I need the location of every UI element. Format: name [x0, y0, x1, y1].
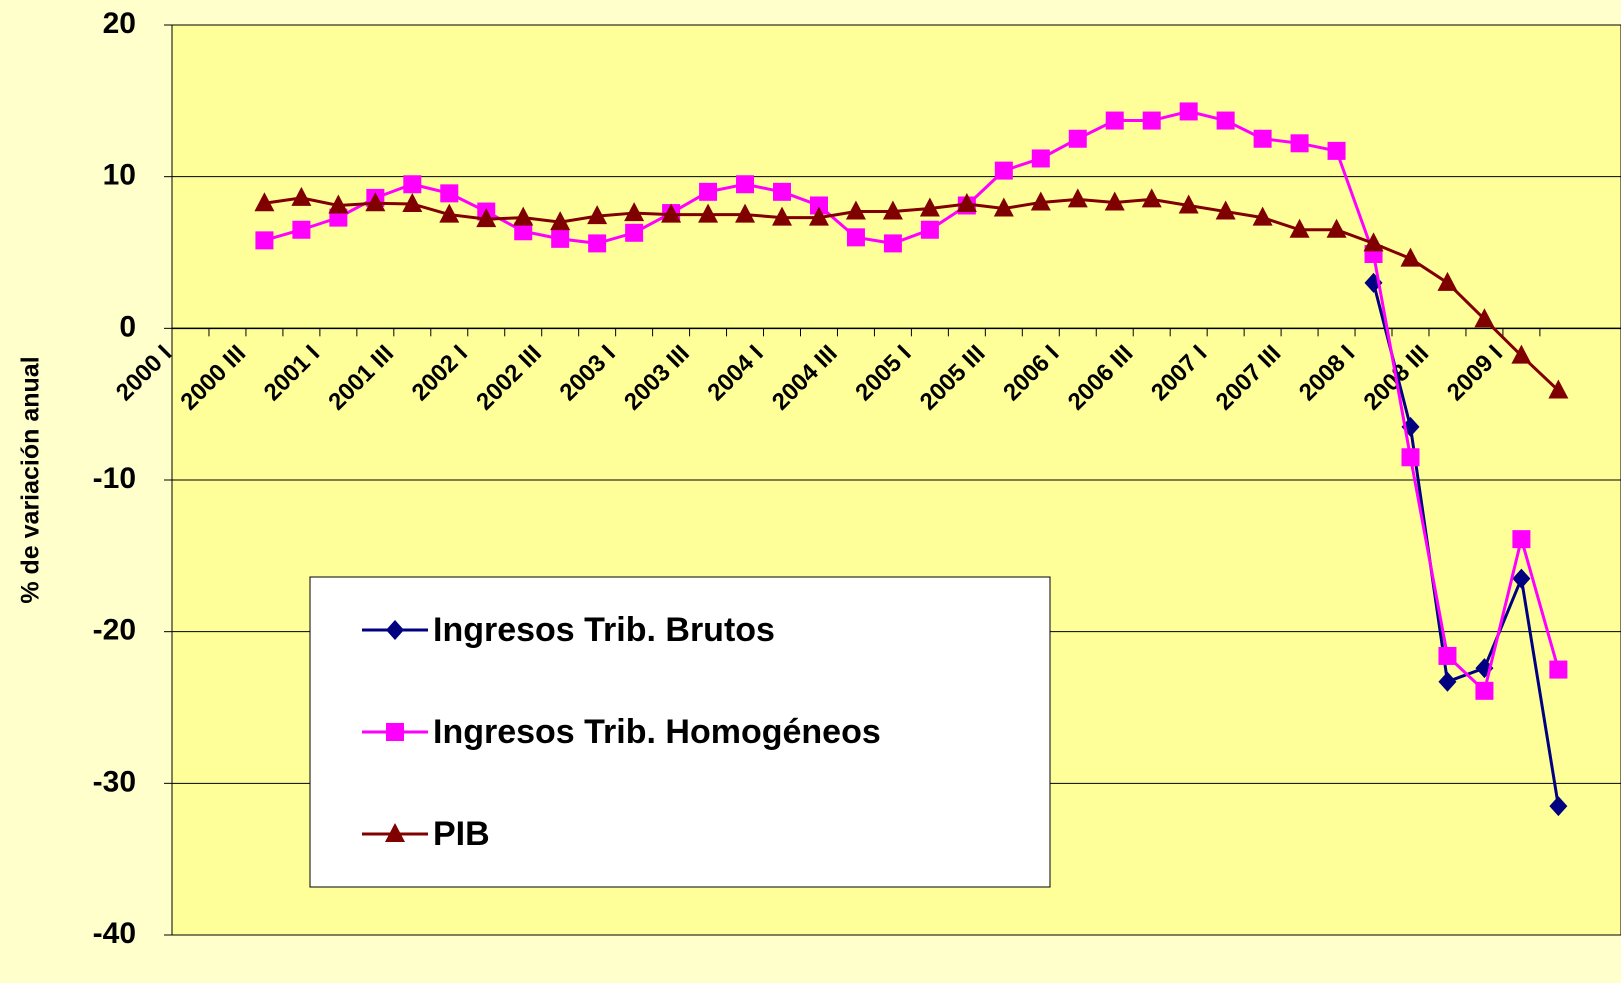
data-point — [994, 161, 1013, 180]
data-point — [1548, 379, 1569, 399]
data-point — [699, 182, 718, 201]
data-point — [956, 192, 977, 212]
data-point — [1215, 200, 1236, 220]
y-tick-label: 10 — [103, 159, 136, 192]
data-point — [1178, 194, 1199, 214]
y-tick-label: -40 — [93, 917, 136, 950]
legend-marker — [386, 723, 404, 741]
data-point — [550, 211, 571, 231]
data-point — [1068, 129, 1087, 148]
data-point — [1512, 568, 1531, 589]
data-point — [624, 202, 645, 222]
data-point — [1216, 111, 1235, 130]
data-point — [1438, 671, 1457, 692]
data-point — [772, 206, 793, 226]
data-point — [1326, 218, 1347, 238]
data-point — [588, 234, 607, 253]
legend-label: Ingresos Trib. Homogéneos — [433, 713, 881, 751]
data-point — [587, 205, 608, 225]
data-point — [735, 203, 756, 223]
data-point — [1363, 232, 1384, 252]
data-point — [1104, 191, 1125, 211]
data-point — [1401, 448, 1420, 467]
data-point — [514, 222, 533, 241]
legend — [309, 576, 1051, 888]
y-tick-label: 20 — [103, 7, 136, 40]
legend-label: PIB — [433, 815, 490, 853]
data-point — [882, 200, 903, 220]
data-point — [1141, 188, 1162, 208]
data-point — [698, 203, 719, 223]
data-point — [846, 228, 865, 247]
data-point — [661, 203, 682, 223]
data-point — [1475, 681, 1494, 700]
data-point — [625, 223, 644, 242]
data-point — [1067, 188, 1088, 208]
data-point — [365, 192, 386, 212]
data-point — [1549, 796, 1568, 817]
data-point — [513, 206, 534, 226]
data-point — [1289, 218, 1310, 238]
data-point — [1549, 660, 1568, 679]
data-point — [291, 186, 312, 206]
data-point — [809, 196, 828, 215]
legend-marker — [386, 620, 404, 640]
data-point — [1511, 344, 1532, 364]
data-point — [1030, 191, 1051, 211]
data-point — [883, 234, 902, 253]
data-point — [1327, 141, 1346, 160]
y-tick-label: 0 — [119, 310, 136, 343]
y-tick-label: -20 — [93, 614, 136, 647]
data-point — [919, 197, 940, 217]
data-point — [1252, 206, 1273, 226]
legend-marker — [385, 823, 405, 842]
data-point — [551, 229, 570, 248]
y-axis-label: % de variación anual — [17, 356, 45, 603]
data-point — [255, 231, 274, 250]
data-point — [402, 192, 423, 212]
data-point — [1142, 111, 1161, 130]
data-point — [1474, 308, 1495, 328]
data-point — [1512, 530, 1531, 549]
data-point — [808, 206, 829, 226]
y-tick-label: -30 — [93, 765, 136, 798]
data-point — [292, 220, 311, 239]
y-tick-label: -10 — [93, 462, 136, 495]
data-point — [773, 182, 792, 201]
data-point — [1179, 102, 1198, 121]
data-point — [1400, 247, 1421, 267]
data-point — [328, 194, 349, 214]
data-point — [1438, 646, 1457, 665]
data-point — [993, 197, 1014, 217]
data-point — [845, 200, 866, 220]
data-point — [254, 192, 275, 212]
data-point — [439, 203, 460, 223]
data-point — [476, 208, 497, 228]
data-point — [1437, 271, 1458, 291]
data-point — [1253, 129, 1272, 148]
data-point — [920, 220, 939, 239]
data-point — [440, 184, 459, 203]
data-point — [1290, 134, 1309, 153]
data-point — [736, 175, 755, 194]
data-point — [403, 175, 422, 194]
legend-label: Ingresos Trib. Brutos — [433, 611, 775, 649]
data-point — [1105, 111, 1124, 130]
data-point — [1031, 149, 1050, 168]
